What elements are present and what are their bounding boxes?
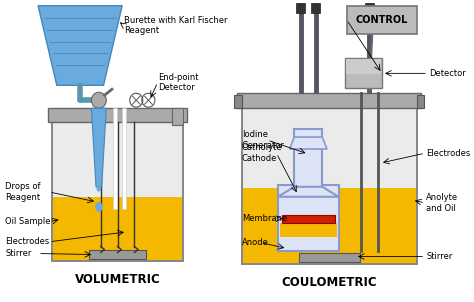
Ellipse shape <box>97 187 101 191</box>
Bar <box>345 58 382 88</box>
Bar <box>52 118 183 262</box>
Bar <box>280 223 337 236</box>
Bar <box>234 95 242 108</box>
Text: Stirrer: Stirrer <box>5 249 32 258</box>
Text: Anolyte
and Oil: Anolyte and Oil <box>426 193 458 213</box>
Bar <box>282 215 335 223</box>
Text: VOLUMETRIC: VOLUMETRIC <box>75 273 160 286</box>
Bar <box>296 3 305 13</box>
Text: Iodine
Generator: Iodine Generator <box>242 130 285 150</box>
Ellipse shape <box>95 202 102 212</box>
Text: Burette with Karl Fischer
Reagent: Burette with Karl Fischer Reagent <box>124 16 228 35</box>
Bar <box>113 108 117 209</box>
Bar <box>346 6 417 34</box>
Bar <box>242 105 417 265</box>
Text: Electrodes: Electrodes <box>426 149 470 158</box>
Text: Anode: Anode <box>242 238 269 247</box>
Text: Detector: Detector <box>429 69 465 78</box>
Bar <box>346 59 381 74</box>
Polygon shape <box>290 137 327 149</box>
Bar <box>365 3 374 13</box>
Text: End-point
Detector: End-point Detector <box>158 72 198 92</box>
Bar <box>243 188 416 263</box>
Polygon shape <box>278 187 339 197</box>
Polygon shape <box>91 108 106 187</box>
Text: Stirrer: Stirrer <box>426 252 452 261</box>
Bar <box>242 105 417 265</box>
Bar <box>417 95 424 108</box>
Text: Catholyte
Cathode: Catholyte Cathode <box>242 143 283 163</box>
Bar <box>299 252 360 262</box>
Bar <box>237 93 421 108</box>
Bar <box>311 3 320 13</box>
Bar <box>294 129 322 187</box>
Bar <box>52 118 183 262</box>
Bar <box>90 249 146 259</box>
Polygon shape <box>38 6 122 85</box>
Bar <box>48 108 187 122</box>
Text: COULOMETRIC: COULOMETRIC <box>282 276 377 289</box>
Bar <box>172 108 183 125</box>
Ellipse shape <box>91 92 106 108</box>
Bar <box>53 197 182 261</box>
Text: Oil Sample: Oil Sample <box>5 217 51 226</box>
Text: Electrodes: Electrodes <box>5 237 50 246</box>
Text: Membrane: Membrane <box>242 214 287 223</box>
Bar <box>278 185 339 251</box>
Text: CONTROL: CONTROL <box>356 14 408 24</box>
Bar <box>122 108 126 209</box>
Text: Drops of
Reagent: Drops of Reagent <box>5 182 41 202</box>
